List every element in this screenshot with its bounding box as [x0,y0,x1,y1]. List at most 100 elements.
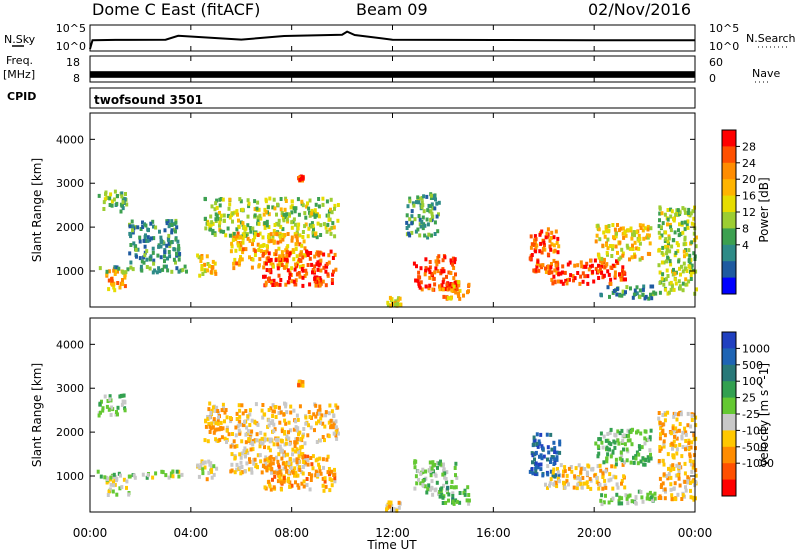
data-cell-10 [427,267,431,272]
data-cell-14 [611,496,615,501]
data-cell-12 [412,203,416,208]
data-cell-2 [98,266,102,271]
data-cell-13 [649,428,653,433]
colorbar-segment [722,430,736,448]
data-cell-3 [136,247,140,252]
data-cell-11 [534,469,538,474]
data-cell-10 [428,260,432,264]
data-cell-4 [245,425,249,430]
data-cell-5 [258,444,262,449]
data-cell-13 [528,256,532,261]
data-cell-14 [620,496,624,501]
data-cell-6 [229,249,233,254]
data-cell-5 [219,213,223,218]
data-cell-0 [101,406,105,411]
data-cell-4 [196,253,200,258]
data-cell-15 [617,228,621,233]
data-cell-16 [615,292,619,297]
data-cell-10 [415,264,418,269]
data-cell-15 [689,462,693,467]
data-cell-1 [105,480,109,485]
data-cell-15 [658,448,662,453]
data-cell-5 [277,222,281,227]
data-cell-15 [671,446,674,451]
data-cell-5 [245,461,249,466]
data-cell-12 [585,480,589,485]
data-cell-4 [236,424,240,429]
data-cell-5 [208,225,212,230]
data-cell-17 [694,244,698,249]
data-cell-5 [271,235,275,240]
data-cell-15 [613,227,617,232]
data-cell-10 [424,284,428,289]
data-cell-17 [658,211,662,216]
data-cell-15 [658,436,662,441]
data-cell-12 [579,482,583,487]
data-cell-9 [414,459,418,464]
data-cell-2 [166,268,170,273]
data-cell-17 [684,242,688,246]
data-cell-4 [273,405,277,410]
data-cell-12 [417,200,421,205]
data-cell-5 [304,222,308,227]
data-cell-17 [658,270,662,275]
data-cell-15 [633,254,637,259]
data-cell-10 [424,257,428,262]
data-cell-16 [621,289,625,294]
data-cell-6 [285,262,289,267]
data-cell-17 [664,230,668,235]
data-cell-5 [218,223,221,228]
data-cell-15 [671,463,675,468]
data-cell-8 [387,500,391,505]
data-cell-5 [301,465,305,469]
data-cell-16 [606,285,610,290]
data-cell-13 [623,460,626,465]
data-cell-13 [529,234,533,239]
data-cell-4 [318,411,322,416]
freq-right-tick-top: 60 [709,56,723,69]
data-cell-3 [151,246,155,251]
data-cell-11 [546,445,550,450]
data-cell-11 [550,447,554,452]
data-cell-4 [332,431,336,436]
data-cell-6 [301,235,305,239]
data-cell-14 [592,279,596,284]
data-cell-9 [421,470,425,474]
data-cell-14 [597,263,600,268]
data-cell-17 [664,277,668,282]
data-cell-17 [683,235,687,240]
data-cell-5 [310,208,314,213]
data-cell-15 [692,433,696,438]
data-cell-12 [567,466,571,471]
data-cell-4 [201,272,205,276]
data-cell-13 [553,248,557,253]
data-cell-13 [649,456,653,461]
data-cell-4 [263,432,267,437]
data-cell-4 [327,434,331,439]
colorbar-segment [722,381,736,399]
data-cell-15 [687,441,691,446]
data-cell-5 [239,471,243,476]
data-cell-11 [454,290,458,295]
data-cell-15 [646,227,650,232]
data-cell-2 [124,270,128,275]
data-cell-11 [542,454,546,459]
data-cell-6 [279,235,283,240]
data-cell-5 [297,212,301,217]
data-cell-14 [569,273,573,278]
data-cell-16 [641,292,645,297]
data-cell-15 [690,418,694,422]
data-cell-5 [253,207,257,212]
data-cell-7 [306,250,310,255]
data-cell-9 [449,485,453,490]
data-cell-14 [593,258,597,263]
data-cell-11 [441,287,445,292]
data-cell-17 [691,270,695,275]
data-cell-6 [285,469,289,474]
data-cell-5 [300,444,304,449]
data-cell-7 [265,249,269,254]
data-cell-2 [170,269,174,274]
data-cell-4 [204,418,208,423]
data-cell-13 [616,438,620,443]
data-cell-7 [308,256,312,261]
